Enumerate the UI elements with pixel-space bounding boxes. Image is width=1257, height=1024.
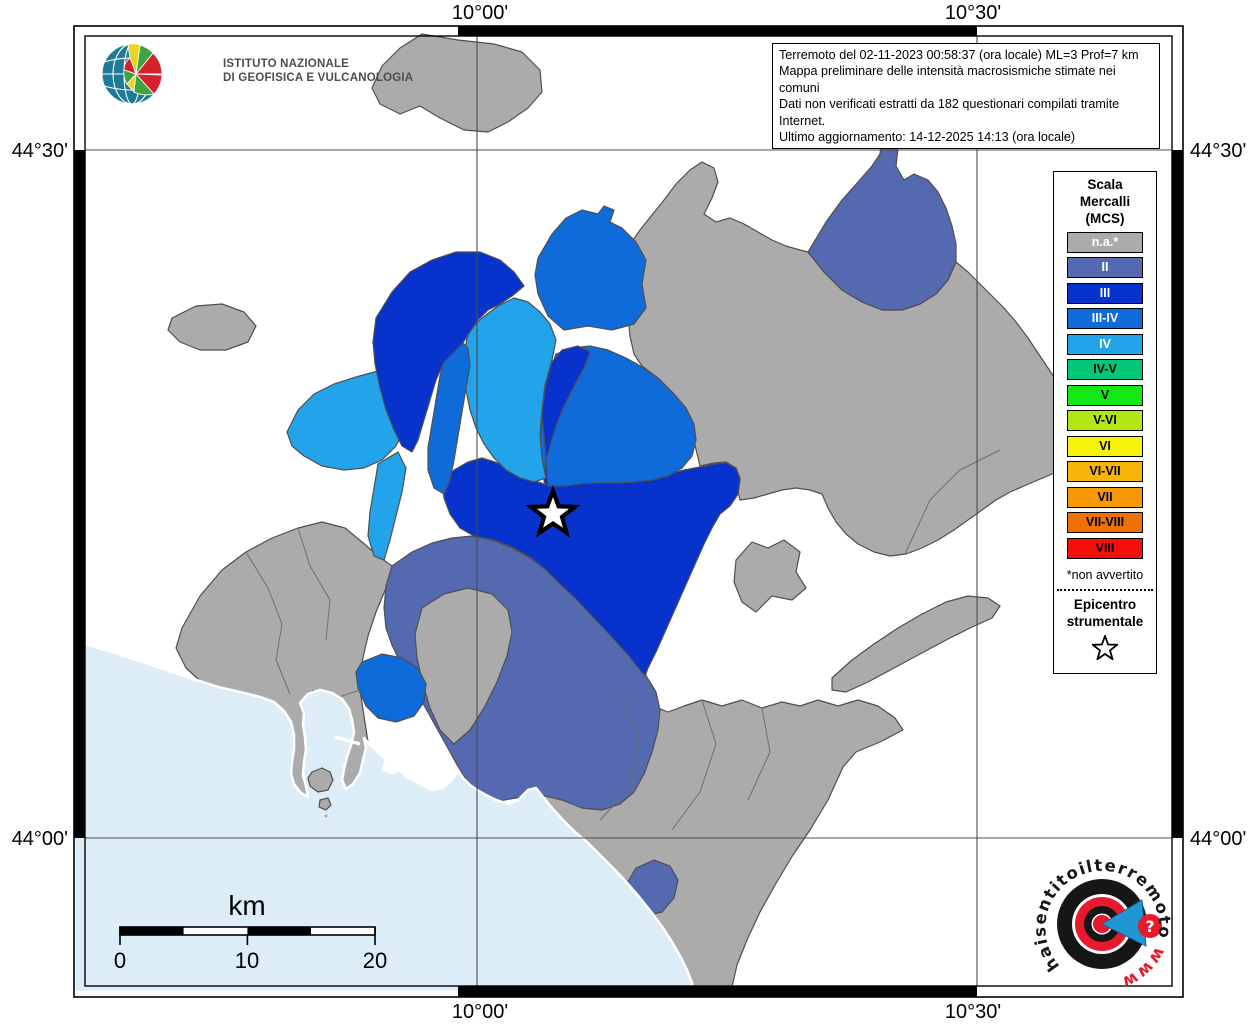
ingv-logo-line2: DI GEOFISICA E VULCANOLOGIA <box>223 72 414 84</box>
inner-frame <box>84 35 1173 987</box>
municipalities-layer <box>167 33 1099 997</box>
axis-right-top: 44°30' <box>1190 140 1246 162</box>
legend-separator <box>1057 588 1153 591</box>
scale-tick-20: 20 <box>363 948 387 973</box>
municipality-iv-central <box>463 297 557 483</box>
internal-borders <box>245 449 1001 831</box>
breakwater <box>334 735 361 746</box>
axis-left-top: 44°30' <box>12 140 68 162</box>
legend-chip-iii: III <box>1067 282 1143 304</box>
axis-bottom-right: 10°30' <box>945 1001 1001 1023</box>
legend-chip-viii: VIII <box>1067 537 1143 559</box>
island-dot <box>323 813 329 819</box>
legend-epicenter-line1: Epicentro <box>1073 596 1137 612</box>
municipality-iii-iv-strip <box>427 339 471 495</box>
municipality-iii-northwest <box>372 251 525 453</box>
legend-chip-vii: VII <box>1067 486 1143 508</box>
earthquake-info-box: Terremoto del 02-11-2023 00:58:37 (ora l… <box>772 43 1160 150</box>
outer-frame <box>73 25 1184 998</box>
ingv-logo-line1: ISTITUTO NAZIONALE <box>223 58 350 70</box>
legend-title-line1: Scala <box>1087 177 1123 192</box>
ingv-logo-text: ISTITUTO NAZIONALE DI GEOFISICA E VULCAN… <box>223 57 413 85</box>
legend-chip-iv: IV <box>1067 333 1143 355</box>
legend-chip-viiviii: VII-VIII <box>1067 512 1143 533</box>
municipality-na-blob <box>733 539 807 613</box>
scale-tick-0: 0 <box>114 948 126 973</box>
legend-chip-vvi: V-VI <box>1067 410 1143 431</box>
epicenter-star-icon <box>1090 632 1120 661</box>
map-frame <box>73 25 1184 998</box>
legend-box: Scala Mercalli (MCS) n.a.* II III III-IV IV I… <box>1053 171 1157 674</box>
municipality-ii-northeast <box>807 125 957 311</box>
legend-chip-ii: II <box>1067 257 1143 278</box>
legend-chip-v: V <box>1067 384 1143 406</box>
municipality-na-left-blob <box>167 303 257 351</box>
scale-bar: km 0 10 20 <box>114 890 387 973</box>
municipality-iv-tail <box>367 451 407 561</box>
municipality-iii-iv-coastal <box>355 653 427 723</box>
scale-tick-10: 10 <box>235 948 259 973</box>
legend-title-line3: (MCS) <box>1085 211 1125 226</box>
haisentitoilterremoto-logo: ? haisentitoilterremoto.it www. <box>1030 850 1173 992</box>
logo-text-red: .it <box>1030 850 1035 854</box>
info-line-update: Ultimo aggiornamento: 14-12-2025 14:13 (… <box>779 130 1076 145</box>
axis-top-right: 10°30' <box>945 2 1001 24</box>
epicenter-star <box>525 484 581 538</box>
ingv-globe-logo <box>101 43 163 105</box>
legend-title-line2: Mercalli <box>1079 194 1131 209</box>
legend-chip-ivv: IV-V <box>1067 359 1143 380</box>
legend-footnote: *non avvertito <box>1066 567 1144 582</box>
legend-chip-na: n.a.* <box>1067 231 1143 253</box>
logo-question-mark: ? <box>1145 917 1154 936</box>
islands <box>307 735 361 819</box>
legend-chip-vivii: VI-VII <box>1067 461 1143 482</box>
logo-question-badge <box>1138 914 1162 938</box>
axis-bottom-left: 10°00' <box>452 1001 508 1023</box>
scale-bar-unit: km <box>228 890 265 921</box>
legend-chip-vi: VI <box>1067 435 1143 457</box>
axis-right-bottom: 44°00' <box>1190 828 1246 850</box>
municipality-iii-iv-top <box>534 205 647 331</box>
legend-chips: n.a.* II III III-IV IV IV-V V V-VI VI VI-VII VII VI… <box>1054 231 1156 559</box>
axis-labels: 10°00' 10°30' 10°00' 10°30' 44°30' 44°00… <box>12 2 1247 1023</box>
island-large <box>307 767 334 793</box>
municipality-na-top-blob <box>371 33 543 133</box>
info-line-event: Terremoto del 02-11-2023 00:58:37 (ora l… <box>779 48 1139 62</box>
legend-epicenter-line2: strumentale <box>1066 613 1144 629</box>
legend-chip-iiiiv: III-IV <box>1067 308 1143 329</box>
axis-left-bottom: 44°00' <box>12 828 68 850</box>
municipality-na-arm <box>831 595 1001 693</box>
axis-top-left: 10°00' <box>452 2 508 24</box>
graticule <box>85 36 1172 986</box>
info-line-data: Dati non verificati estratti da 182 ques… <box>779 97 1120 128</box>
info-line-map: Mappa preliminare delle intensità macros… <box>779 64 1116 95</box>
island-small <box>318 797 332 811</box>
